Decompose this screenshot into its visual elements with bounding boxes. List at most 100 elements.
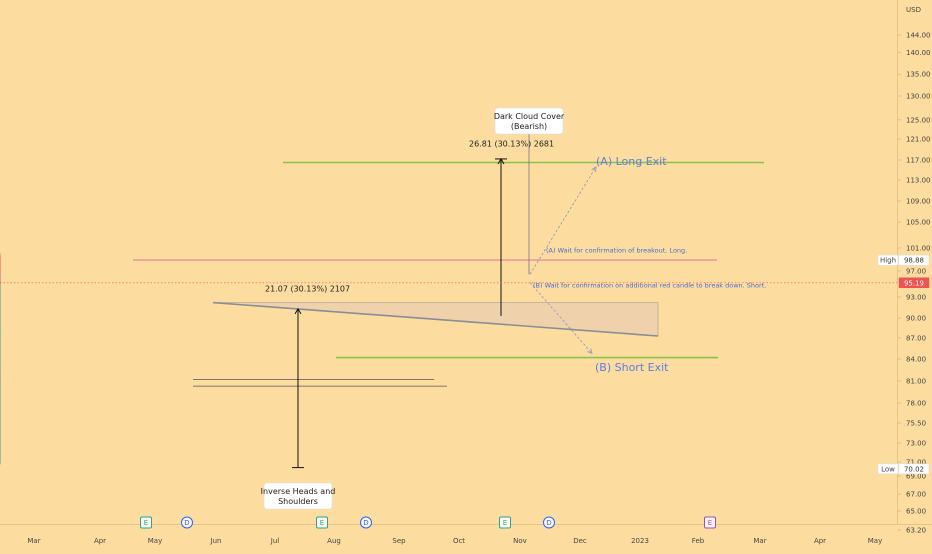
projection-arrows[interactable] [529,166,597,355]
price-tick-label: 69.00 [906,473,926,481]
price-badges: High 98.88 95.19 Low 70.02 [877,254,930,475]
price-tick-label: 63.20 [906,527,926,535]
event-marker-label: E [503,519,507,527]
neckline-trendline[interactable] [212,301,659,337]
earnings-marker-box [704,516,716,529]
price-tick-label: 81.00 [906,378,926,386]
projection-long-line [529,166,597,275]
earnings-marker-box [140,516,152,529]
measure-1-arrowhead [294,307,302,315]
price-tick-label: 140.00 [906,49,931,57]
event-marker[interactable]: D [543,516,555,529]
time-tick-label: Oct [453,537,465,545]
time-tick-label: Dec [573,537,587,545]
callout-inverse-hs[interactable]: Inverse Heads and Shoulders [261,482,336,510]
event-marker[interactable]: E [140,516,152,529]
price-badge-tag: High [880,257,896,265]
earnings-marker-box [499,516,511,529]
price-tick-label: 87.00 [906,335,926,343]
note-b-label: (B) Wait for confirmation on additional … [533,281,766,289]
price-tick-label: 90.00 [906,315,926,323]
long-exit-label: (A) Long Exit [596,155,667,168]
time-tick-label: Mar [27,537,40,545]
price-badge: Low 70.02 [877,463,930,475]
callout-dark-cloud-line-1: Dark Cloud Cover [494,112,565,121]
projection-short[interactable] [529,282,593,355]
price-tick-label: 73.00 [906,440,926,448]
price-badge-value-box [898,254,930,266]
price-tick-label: 135.00 [906,71,931,79]
price-tick-label: 121.00 [906,136,931,144]
short-exit-label: (B) Short Exit [595,361,669,374]
time-tick-label: Sep [392,537,406,545]
time-tick-label: Apr [94,537,106,545]
price-badge-value: 95.19 [904,279,924,287]
projection-long-head [591,166,597,173]
price-badge: High 98.88 [877,254,930,266]
callout-dark-cloud-line-2: (Bearish) [511,122,547,131]
earnings-marker-box [316,516,328,529]
price-tick-label: 71.00 [906,459,926,467]
note-a-label: (A) Wait for confirmation of breakout. L… [546,246,687,254]
event-marker-label: E [320,519,324,527]
measure-tool-2[interactable] [495,157,507,316]
price-tick-label: 105.00 [906,219,931,227]
measure-2-label: 26.81 (30.13%) 2681 [469,139,554,148]
time-tick-label: May [148,537,162,545]
price-tick-label: 67.00 [906,491,926,499]
event-marker[interactable]: E [704,516,716,529]
price-badge: 95.19 [898,277,930,289]
price-badge-tag: Low [881,465,895,473]
price-tick-label: 130.00 [906,93,931,101]
event-marker[interactable]: D [360,516,372,529]
price-tick-label: 65.00 [906,508,926,516]
callout-dark-cloud[interactable]: Dark Cloud Cover (Bearish) [494,107,565,275]
time-axis[interactable]: Mar Apr May Jun Jul Aug Sep Oct Nov Dec 2023 Feb Mar… [27,537,882,545]
price-tick-label: 125.00 [906,116,931,124]
measure-2-arrowhead [497,157,505,165]
event-marker-label: D [184,519,189,527]
callout-dark-cloud-box [494,107,564,135]
dividend-marker-circle [360,516,372,529]
event-marker-label: E [708,519,712,527]
price-badge-value-box [898,463,930,475]
dividend-marker-circle [181,516,193,529]
time-tick-label: Nov [513,537,527,545]
time-tick-label: Jul [270,537,280,545]
price-tick-label: 144.00 [906,32,931,40]
price-tick-label: 84.00 [906,356,926,364]
price-badge-tag-box [877,463,899,475]
projection-long[interactable] [529,166,597,275]
price-tick-label: 93.00 [906,294,926,302]
time-tick-label: Feb [692,537,705,545]
price-badge-value: 70.02 [904,465,924,473]
callout-inverse-hs-line-2: Shoulders [278,497,318,506]
measure-tools[interactable] [292,157,507,469]
event-marker[interactable]: E [499,516,511,529]
price-badge-value-box [898,277,930,289]
price-axis[interactable]: USD 144.00 140.00 135.00 130.00 125.00 121.00… [897,6,931,535]
price-tick-label: 109.00 [906,198,931,206]
level-lines [133,161,764,359]
time-tick-label: Apr [814,537,826,545]
price-tick-label: 117.00 [906,157,931,165]
event-marker[interactable]: E [316,516,328,529]
time-tick-label: 2023 [631,537,649,545]
measure-1-label: 21.07 (30.13%) 2107 [265,285,350,294]
projection-short-line [529,282,593,354]
event-marker-label: E [144,519,148,527]
price-tick-label: 101.00 [906,245,931,253]
event-marker[interactable]: D [181,516,193,529]
price-badge-value: 98.88 [904,257,924,265]
price-badge-tag-box [877,254,899,266]
time-tick-label: May [868,537,882,545]
event-marker-label: D [546,519,551,527]
measure-tool-1[interactable] [292,307,304,469]
callout-inverse-hs-line-1: Inverse Heads and [261,487,336,496]
price-tick-label: 97.00 [906,268,926,276]
time-tick-label: Aug [327,537,341,545]
